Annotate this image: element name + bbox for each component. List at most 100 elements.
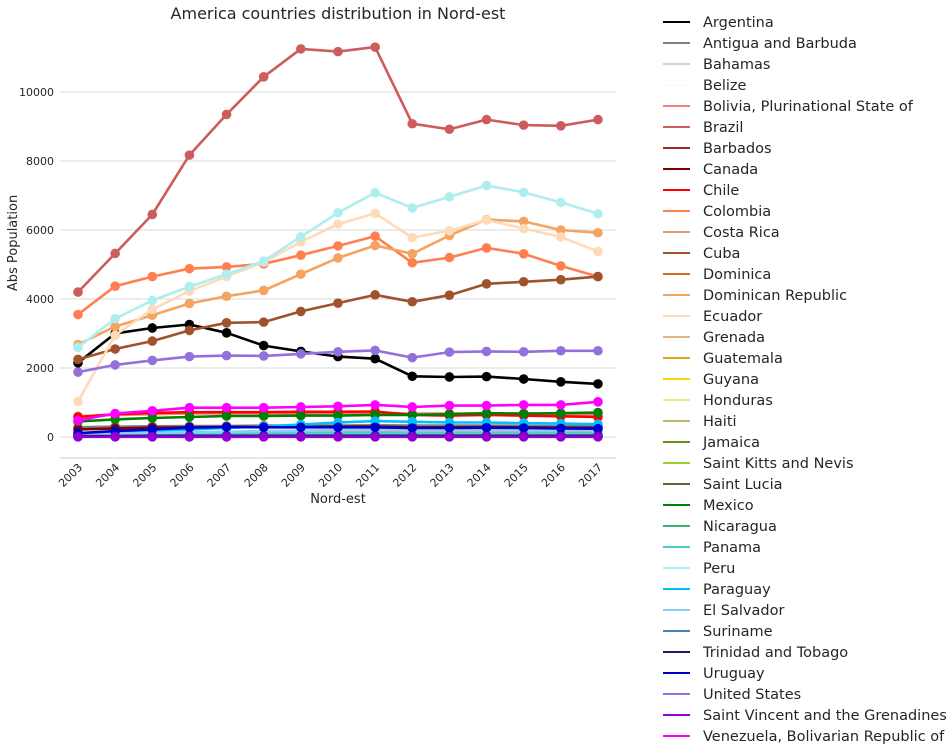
data-point — [184, 325, 195, 336]
data-point — [333, 207, 343, 218]
data-point — [184, 281, 195, 292]
data-point — [110, 248, 120, 259]
data-point — [593, 246, 603, 257]
data-point — [296, 232, 306, 242]
data-point — [184, 432, 195, 442]
x-tick-label: 2007 — [205, 461, 234, 490]
legend-item: Saint Lucia — [663, 477, 783, 493]
data-point — [147, 355, 158, 366]
legend-item: Cuba — [663, 246, 740, 262]
data-point — [333, 298, 343, 308]
legend-item: United States — [663, 687, 801, 703]
legend-item: Dominica — [663, 267, 771, 283]
chart-title: America countries distribution in Nord-e… — [171, 4, 506, 23]
data-point — [370, 290, 380, 300]
data-point — [370, 240, 380, 251]
data-point — [73, 367, 83, 377]
data-point — [296, 349, 306, 359]
legend-label: Costa Rica — [703, 225, 780, 241]
legend-item: Argentina — [663, 15, 774, 31]
data-point — [73, 287, 83, 297]
legend-label: Venezuela, Bolivarian Republic of — [703, 729, 945, 745]
data-point — [593, 227, 603, 238]
legend-label: Grenada — [703, 330, 765, 346]
data-point — [333, 432, 343, 442]
legend-item: Uruguay — [663, 666, 765, 682]
data-point — [184, 150, 195, 160]
x-tick-label: 2006 — [168, 461, 197, 490]
legend-label: Haiti — [703, 414, 737, 430]
x-tick-label: 2011 — [353, 461, 382, 490]
data-point — [407, 249, 418, 259]
data-point — [407, 118, 418, 129]
data-point — [258, 422, 269, 433]
data-point — [221, 350, 232, 361]
data-point — [221, 262, 232, 272]
data-point — [407, 257, 418, 268]
series-11 — [73, 271, 603, 365]
data-point — [110, 432, 120, 442]
legend-item: Nicaragua — [663, 519, 777, 535]
legend-label: Antigua and Barbuda — [703, 36, 857, 52]
data-point — [221, 402, 232, 413]
legend-item: Costa Rica — [663, 225, 780, 241]
legend-label: Mexico — [703, 498, 754, 514]
data-point — [110, 330, 120, 341]
legend-label: Chile — [703, 183, 739, 199]
legend-item: Trinidad and Tobago — [663, 645, 848, 661]
data-point — [221, 269, 232, 279]
legend-item: Brazil — [663, 120, 743, 136]
x-axis-label: Nord-est — [310, 492, 366, 507]
data-point — [221, 432, 232, 442]
data-point — [481, 432, 492, 442]
data-point — [73, 342, 83, 353]
legend-item: El Salvador — [663, 603, 784, 619]
data-point — [407, 423, 418, 433]
data-point — [556, 121, 566, 131]
data-point — [593, 407, 603, 418]
data-point — [184, 298, 195, 309]
legend-label: Suriname — [703, 624, 773, 640]
x-tick-label: 2005 — [130, 461, 159, 490]
data-point — [593, 379, 603, 389]
data-point — [184, 263, 195, 274]
series-32 — [73, 345, 603, 377]
legend-label: Trinidad and Tobago — [702, 645, 848, 661]
data-point — [481, 408, 492, 418]
legend-label: Paraguay — [703, 582, 771, 598]
data-point — [221, 109, 232, 120]
data-point — [147, 336, 158, 346]
data-point — [258, 285, 269, 296]
legend-item: Saint Vincent and the Grenadines — [663, 708, 947, 724]
data-point — [296, 269, 306, 279]
data-point — [184, 422, 195, 433]
data-point — [147, 271, 158, 282]
legend-label: Guatemala — [703, 351, 783, 367]
data-point — [518, 423, 529, 433]
legend-item: Peru — [663, 561, 735, 577]
data-point — [184, 402, 195, 413]
legend-item: Venezuela, Bolivarian Republic of — [663, 729, 945, 745]
data-point — [444, 252, 455, 263]
data-point — [110, 344, 120, 354]
legend-label: Saint Kitts and Nevis — [703, 456, 854, 472]
legend-label: Canada — [703, 162, 758, 178]
legend-item: Paraguay — [663, 582, 771, 598]
data-point — [110, 408, 120, 419]
legend-item: Panama — [663, 540, 761, 556]
data-point — [221, 318, 232, 328]
data-point — [518, 187, 529, 198]
legend-item: Jamaica — [663, 435, 760, 451]
data-point — [370, 42, 380, 52]
data-point — [556, 232, 566, 242]
data-point — [518, 120, 529, 130]
data-point — [147, 405, 158, 416]
series-layer — [73, 42, 603, 442]
x-tick-label: 2015 — [502, 461, 531, 490]
y-tick-label: 10000 — [19, 86, 54, 99]
data-point — [556, 261, 566, 271]
data-point — [444, 347, 455, 357]
data-point — [110, 360, 120, 370]
series-26 — [73, 180, 603, 353]
data-point — [481, 215, 492, 225]
